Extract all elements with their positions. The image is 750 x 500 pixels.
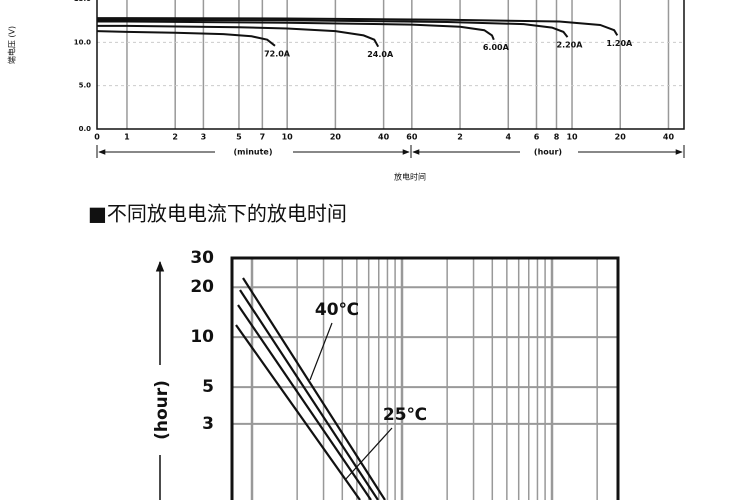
series-line xyxy=(97,24,380,48)
x-axis-label: 放电时间 xyxy=(394,172,426,182)
plot-grid xyxy=(232,257,618,500)
x-start-label: 0 xyxy=(94,133,100,142)
y-axis-label: 端电压 (V) xyxy=(7,26,17,64)
series-label: 24.0A xyxy=(367,50,394,59)
annotation: 40℃ xyxy=(315,300,359,320)
x-tick-label: 4 xyxy=(505,133,511,142)
x-unit-label: (minute) xyxy=(233,148,272,157)
x-tick-label: 8 xyxy=(554,133,560,142)
series-line xyxy=(96,18,569,38)
curve xyxy=(239,289,379,500)
x-tick-label: 5 xyxy=(236,133,242,142)
y-tick-label: 5.0 xyxy=(79,82,92,90)
section-heading: ■不同放电电流下的放电时间 xyxy=(88,202,347,226)
curve xyxy=(237,304,372,500)
y-tick-label: 5 xyxy=(202,377,214,397)
curve xyxy=(242,277,386,500)
x-tick-label: 10 xyxy=(282,133,294,142)
x-tick-label: 7 xyxy=(260,133,266,142)
series-label: 72.0A xyxy=(264,49,291,58)
x-unit-label: (hour) xyxy=(534,148,562,157)
series-label: 1.20A xyxy=(606,39,633,48)
x-tick-label: 60 xyxy=(406,133,418,142)
x-tick-label: 40 xyxy=(378,133,390,142)
x-tick-label: 3 xyxy=(201,133,207,142)
leader-line xyxy=(309,322,333,381)
x-tick-label: 1 xyxy=(124,133,130,142)
plot-frame xyxy=(230,256,620,500)
series-line xyxy=(97,20,495,41)
series-label: 6.00A xyxy=(483,43,510,52)
x-tick-label: 20 xyxy=(330,133,342,142)
y-tick-label: 15.0 xyxy=(74,0,91,3)
x-tick-label: 40 xyxy=(663,133,675,142)
curve xyxy=(235,324,361,500)
x-tick-label: 10 xyxy=(566,133,578,142)
leader-line xyxy=(344,427,393,481)
y-tick-label: 10 xyxy=(190,327,214,347)
y-axis-label: (hour) xyxy=(152,380,172,440)
x-tick-label: 2 xyxy=(172,133,178,142)
x-tick-label: 2 xyxy=(457,133,463,142)
x-tick-label: 6 xyxy=(534,133,540,142)
series-line xyxy=(96,30,276,47)
series-label: 2.20A xyxy=(557,41,584,50)
y-tick-label: 3 xyxy=(202,414,214,434)
annotation: 25℃ xyxy=(383,405,427,425)
y-tick-label: 20 xyxy=(190,277,214,297)
series-line xyxy=(96,17,619,36)
temperature-curves xyxy=(235,277,386,500)
plot-frame xyxy=(96,0,685,130)
y-tick-label: 0.0 xyxy=(79,125,92,133)
y-tick-label: 10.0 xyxy=(74,38,91,46)
x-tick-label: 20 xyxy=(615,133,627,142)
y-tick-label: 30 xyxy=(190,248,214,268)
